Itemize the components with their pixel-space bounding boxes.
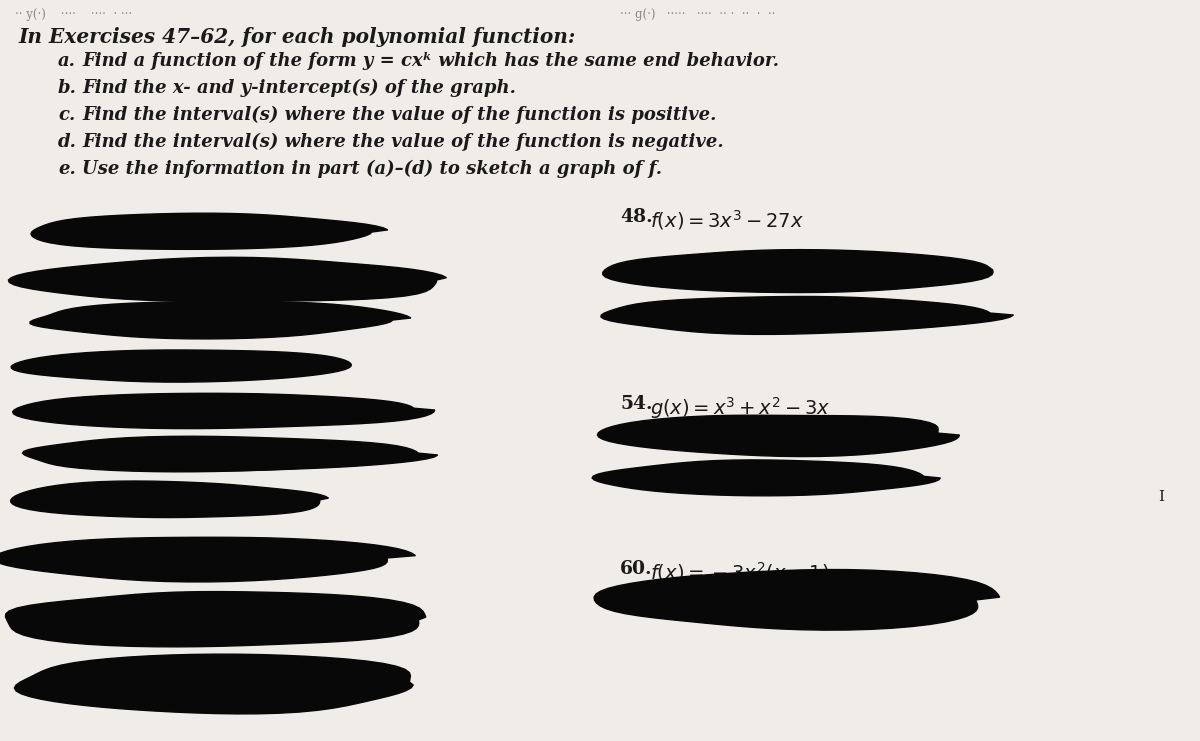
Polygon shape xyxy=(601,296,1014,334)
Polygon shape xyxy=(598,415,960,456)
Text: d.: d. xyxy=(58,133,77,151)
Text: 48.: 48. xyxy=(620,208,653,226)
Text: Find the interval(s) where the value of the function is negative.: Find the interval(s) where the value of … xyxy=(82,133,724,151)
Text: $f(x) = 3x^3 - 27x$: $f(x) = 3x^3 - 27x$ xyxy=(650,208,804,232)
Polygon shape xyxy=(46,659,398,710)
Polygon shape xyxy=(41,485,300,515)
Text: Find the interval(s) where the value of the function is positive.: Find the interval(s) where the value of … xyxy=(82,106,716,124)
Polygon shape xyxy=(592,460,941,496)
Polygon shape xyxy=(594,570,1000,630)
Text: 60.: 60. xyxy=(620,560,653,578)
Polygon shape xyxy=(13,393,434,428)
Polygon shape xyxy=(634,418,934,452)
Text: ·· y(·)    ····    ····  · ···: ·· y(·) ···· ···· · ··· xyxy=(14,8,132,21)
Text: a.: a. xyxy=(58,52,76,70)
Polygon shape xyxy=(14,654,413,714)
Polygon shape xyxy=(38,351,334,379)
Polygon shape xyxy=(41,596,384,645)
Polygon shape xyxy=(635,463,916,492)
Polygon shape xyxy=(635,253,959,288)
Polygon shape xyxy=(23,436,438,472)
Polygon shape xyxy=(0,537,415,582)
Text: b.: b. xyxy=(58,79,77,97)
Text: In Exercises 47–62, for each polynomial function:: In Exercises 47–62, for each polynomial … xyxy=(18,27,575,47)
Polygon shape xyxy=(52,261,424,299)
Text: 54.: 54. xyxy=(620,395,653,413)
Text: ··· g(·)   ·····   ····  ·· ·  ··  ·  ··: ··· g(·) ····· ···· ·· · ·· · ·· xyxy=(620,8,775,21)
Text: e.: e. xyxy=(58,160,76,178)
Polygon shape xyxy=(11,350,352,382)
Text: I: I xyxy=(1158,490,1164,504)
Polygon shape xyxy=(8,257,446,302)
Polygon shape xyxy=(631,300,967,330)
Text: c.: c. xyxy=(58,106,76,124)
Polygon shape xyxy=(44,540,380,578)
Polygon shape xyxy=(30,302,410,339)
Text: $f(x) = -3x^2(x - 1)$: $f(x) = -3x^2(x - 1)$ xyxy=(650,560,829,584)
Polygon shape xyxy=(42,439,401,471)
Polygon shape xyxy=(11,481,329,517)
Polygon shape xyxy=(42,394,403,425)
Polygon shape xyxy=(6,591,426,647)
Polygon shape xyxy=(637,576,973,625)
Polygon shape xyxy=(42,216,348,247)
Polygon shape xyxy=(48,304,383,335)
Text: $g(x) = x^3 + x^2 - 3x$: $g(x) = x^3 + x^2 - 3x$ xyxy=(650,395,830,421)
Text: Find the x- and y-intercept(s) of the graph.: Find the x- and y-intercept(s) of the gr… xyxy=(82,79,516,97)
Polygon shape xyxy=(602,250,994,293)
Text: Use the information in part (a)–(d) to sketch a graph of f.: Use the information in part (a)–(d) to s… xyxy=(82,160,662,179)
Text: Find a function of the form y = cxᵏ which has the same end behavior.: Find a function of the form y = cxᵏ whic… xyxy=(82,52,779,70)
Polygon shape xyxy=(31,213,388,250)
